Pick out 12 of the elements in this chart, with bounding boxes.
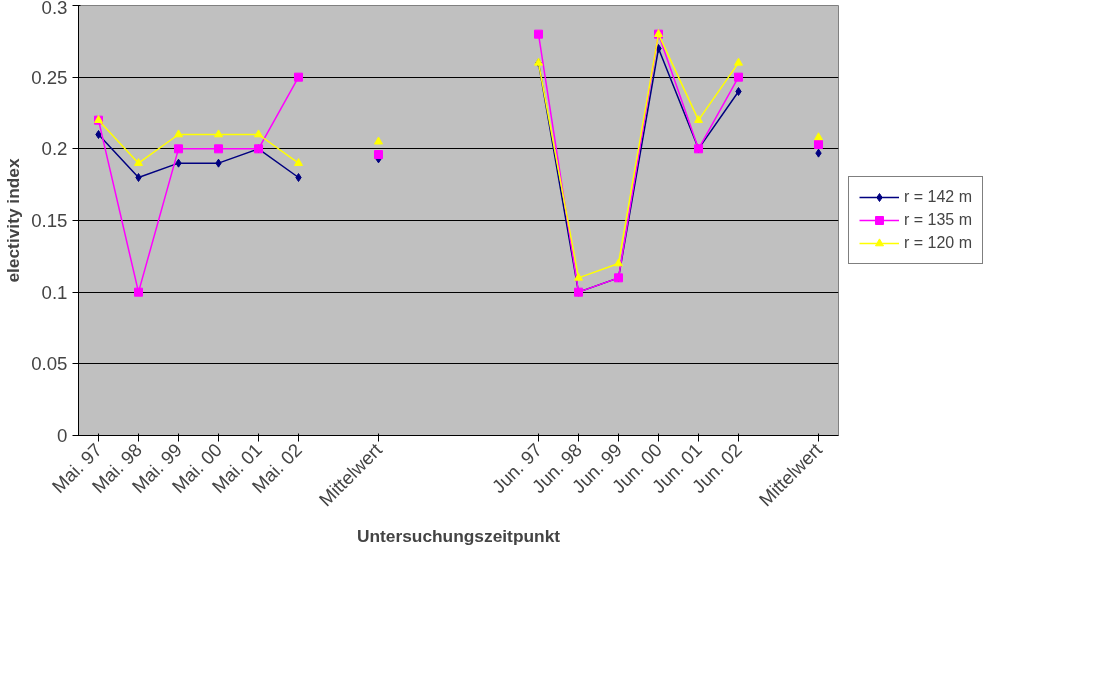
y-axis-title: electivity index bbox=[3, 158, 24, 283]
legend-label: r = 142 m bbox=[904, 188, 973, 206]
x-axis-title: Untersuchungszeitpunkt bbox=[356, 525, 561, 546]
y-tick-label: 0.2 bbox=[41, 138, 68, 160]
y-tick-label: 0.25 bbox=[31, 66, 68, 88]
y-tick-label: 0 bbox=[57, 425, 68, 446]
y-tick-label: 0.05 bbox=[31, 353, 68, 375]
legend-label: r = 120 m bbox=[904, 234, 973, 252]
legend-label: r = 135 m bbox=[904, 211, 973, 229]
y-tick-label: 0.1 bbox=[41, 281, 68, 303]
y-tick-label: 0.15 bbox=[31, 210, 68, 231]
y-tick-label: 0.3 bbox=[41, 0, 68, 18]
